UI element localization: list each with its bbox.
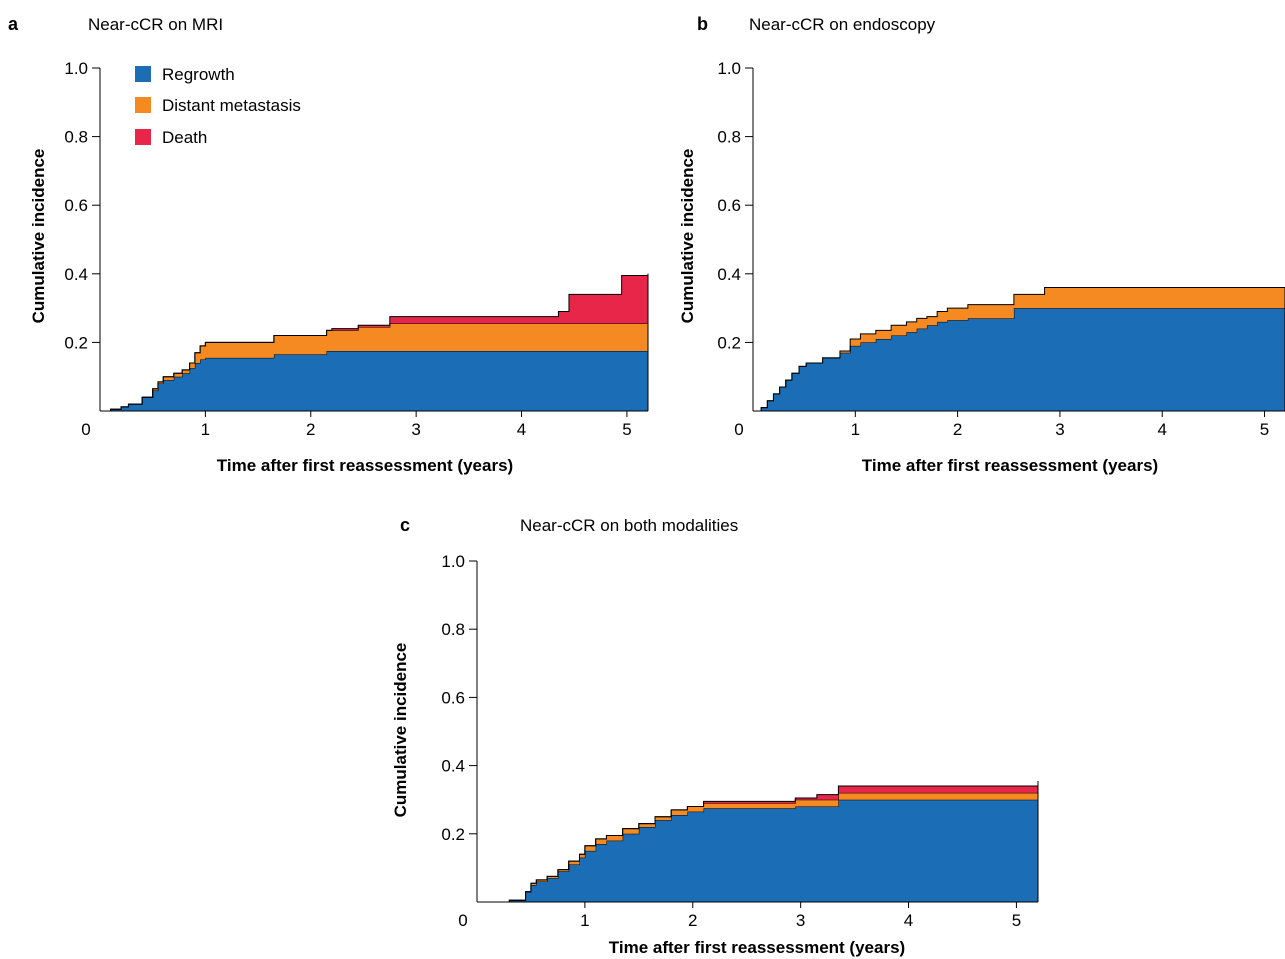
legend-swatch-regrowth: [135, 66, 151, 82]
x-tick-label-b: 0: [734, 420, 743, 439]
legend-label-regrowth: Regrowth: [162, 65, 235, 84]
x-tick-label-c: 3: [796, 911, 805, 930]
area-distant-metastasis-c: [477, 787, 1038, 902]
panel-title-a: Near-cCR on MRI: [88, 15, 223, 34]
y-tick-label-c: 1.0: [441, 552, 465, 571]
x-tick-label-a: 3: [411, 420, 420, 439]
x-tick-label-c: 5: [1012, 911, 1021, 930]
y-tick-label-b: 0.4: [717, 265, 741, 284]
x-tick-label-a: 2: [306, 420, 315, 439]
y-tick-label-c: 0.4: [441, 757, 465, 776]
area-regrowth-a: [100, 350, 648, 411]
plot-area-c: 0.2 0.4 0.6 0.8 1.0 0 1 2 3 4 5: [441, 552, 1039, 930]
panel-c: c Near-cCR on both modalities 0.20.40.60…: [391, 515, 1039, 957]
x-tick-label-b: 3: [1055, 420, 1064, 439]
x-tick-label-b: 2: [953, 420, 962, 439]
edge-distant-metastasis-b: [753, 287, 1285, 412]
edge-death-c: [477, 780, 1039, 903]
x-tick-label-a: 1: [201, 420, 210, 439]
x-tick-label-a: 0: [81, 420, 90, 439]
x-tick-label-c: 0: [458, 911, 467, 930]
x-tick-label-a: 4: [517, 420, 526, 439]
x-axis-title-c: Time after first reassessment (years): [609, 938, 905, 957]
y-axis-title-b: Cumulative incidence: [678, 149, 697, 324]
x-tick-label-b: 1: [851, 420, 860, 439]
panel-letter-a: a: [8, 14, 19, 34]
panel-letter-c: c: [400, 515, 410, 535]
y-tick-label-b: 0.2: [717, 333, 741, 352]
y-tick-label-b: 0.6: [717, 196, 741, 215]
panel-a: a Near-cCR on MRI 0.20.40.60.81.00 1 2 3 4 5 …: [8, 14, 649, 475]
legend-label-death: Death: [162, 128, 207, 147]
area-distant-metastasis-a: [100, 321, 648, 411]
x-axis-title-b: Time after first reassessment (years): [862, 456, 1158, 475]
edge-death-a: [100, 273, 649, 412]
area-regrowth-b: [753, 308, 1285, 411]
y-tick-label-a: 0.2: [64, 333, 88, 352]
y-tick-label-b: 1.0: [717, 59, 741, 78]
legend-label-distant-metastasis: Distant metastasis: [162, 96, 301, 115]
y-tick-label-c: 0.8: [441, 620, 465, 639]
x-tick-label-c: 2: [688, 911, 697, 930]
x-tick-label-c: 4: [904, 911, 913, 930]
panel-b: b Near-cCR on endoscopy 0.20.40.60.81.00…: [678, 14, 1285, 475]
x-tick-label-b: 4: [1157, 420, 1166, 439]
x-tick-label-b: 5: [1260, 420, 1269, 439]
plot-area-a: 0.2 0.4 0.6 0.8 1.0 0 1 2 3 4 5: [64, 59, 649, 439]
panel-title-b: Near-cCR on endoscopy: [749, 15, 936, 34]
y-axis-title-a: Cumulative incidence: [29, 149, 48, 324]
y-tick-label-a: 0.6: [64, 196, 88, 215]
x-tick-label-c: 1: [580, 911, 589, 930]
legend-swatch-death: [135, 129, 151, 145]
y-tick-label-a: 0.8: [64, 128, 88, 147]
panel-letter-b: b: [697, 14, 708, 34]
x-axis-title-a: Time after first reassessment (years): [217, 456, 513, 475]
plot-area-b: 0.2 0.4 0.6 0.8 1.0 0 1 2 3 4 5: [717, 59, 1285, 439]
y-tick-label-a: 1.0: [64, 59, 88, 78]
legend: Regrowth Distant metastasis Death: [135, 65, 301, 147]
y-axis-title-c: Cumulative incidence: [391, 643, 410, 818]
y-tick-label-c: 0.6: [441, 688, 465, 707]
area-regrowth-c: [477, 796, 1038, 902]
area-distant-metastasis-b: [753, 287, 1285, 411]
y-tick-label-b: 0.8: [717, 128, 741, 147]
panel-title-c: Near-cCR on both modalities: [520, 516, 738, 535]
x-tick-label-a: 5: [622, 420, 631, 439]
y-tick-label-a: 0.4: [64, 265, 88, 284]
legend-swatch-distant-metastasis: [135, 97, 151, 113]
y-tick-label-c: 0.2: [441, 825, 465, 844]
